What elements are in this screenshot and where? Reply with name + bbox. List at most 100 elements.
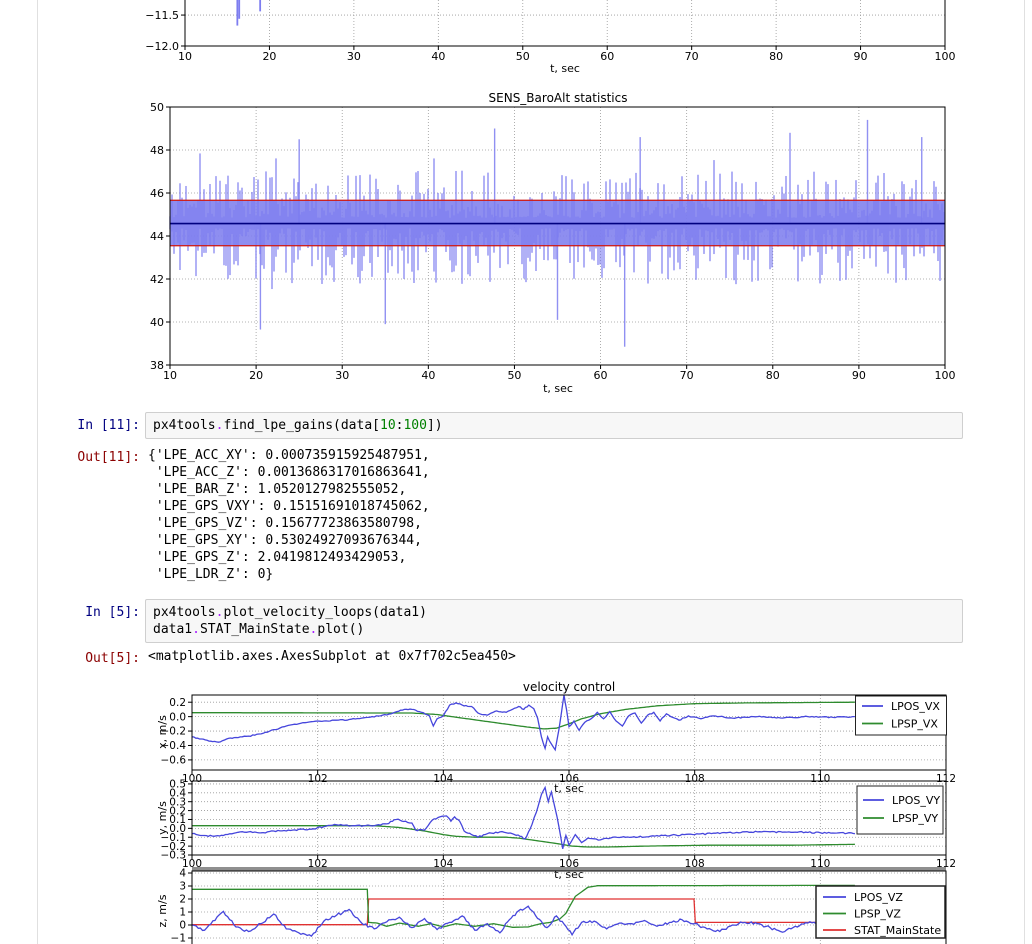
svg-text:20: 20 — [249, 369, 263, 382]
gridlines — [192, 781, 946, 855]
in5-prompt: In [5]: — [85, 605, 140, 620]
svg-text:100: 100 — [182, 773, 202, 785]
svg-text:0.2: 0.2 — [169, 697, 186, 709]
svg-text:112: 112 — [936, 773, 956, 785]
out5-prompt: Out[5]: — [85, 651, 140, 666]
series-LPSP_VX — [192, 701, 855, 730]
in11-code: px4tools.find_lpe_gains(data[10:100]) — [153, 418, 443, 433]
svg-text:108: 108 — [685, 773, 705, 785]
svg-text:100: 100 — [182, 858, 202, 870]
tick-marks — [166, 106, 946, 369]
svg-text:50: 50 — [516, 50, 530, 63]
svg-text:80: 80 — [766, 369, 780, 382]
tick-marks — [188, 783, 947, 859]
notebook-container-left-border — [37, 0, 38, 944]
tick-labels: 0.2 0.0 −0.2 −0.4 −0.6 100 102 104 106 108 110 112 — [161, 697, 957, 785]
out11-result: {'LPE_ACC_XY': 0.000735915925487951, 'LP… — [148, 448, 430, 582]
tick-marks — [181, 14, 946, 50]
svg-text:2: 2 — [179, 894, 186, 906]
svg-text:0.4: 0.4 — [169, 787, 186, 799]
tick-labels: −11.5 −12.010 20 30 40 50 60 70 80 90 100 — [145, 9, 955, 63]
svg-text:−0.4: −0.4 — [161, 740, 187, 752]
svg-text:48: 48 — [150, 144, 164, 157]
svg-text:50: 50 — [507, 369, 521, 382]
x-axis-label: t, sec — [550, 62, 580, 75]
cropped-plot-figure: −11.5 −12.010 20 30 40 50 60 70 80 90 100 t, sec — [145, 0, 956, 75]
svg-text:42: 42 — [150, 273, 164, 286]
svg-text:−12.0: −12.0 — [145, 40, 179, 53]
svg-text:LPOS_VZ: LPOS_VZ — [854, 891, 903, 904]
y-axis-label: x, m/s — [156, 715, 169, 749]
svg-text:−0.1: −0.1 — [161, 832, 187, 844]
tick-marks — [188, 701, 947, 774]
series-LPOS_VX — [192, 695, 855, 752]
legend: LPOS_VY LPSP_VY — [856, 785, 944, 835]
svg-text:LPSP_VX: LPSP_VX — [891, 717, 938, 730]
gridlines — [185, 0, 945, 46]
svg-text:0.3: 0.3 — [169, 796, 186, 808]
svg-text:100: 100 — [935, 369, 956, 382]
notebook-container-right-border — [1024, 0, 1025, 944]
out11-prompt: Out[11]: — [77, 450, 140, 465]
svg-text:LPSP_VY: LPSP_VY — [892, 812, 938, 825]
svg-text:110: 110 — [810, 773, 830, 785]
svg-text:1: 1 — [179, 907, 186, 919]
svg-text:LPOS_VY: LPOS_VY — [892, 794, 940, 807]
svg-text:104: 104 — [433, 858, 453, 870]
in5-code: px4tools.plot_velocity_loops(data1) data… — [153, 605, 427, 637]
svg-text:102: 102 — [308, 858, 328, 870]
svg-text:LPOS_VX: LPOS_VX — [891, 700, 940, 713]
y-axis-label: y, m/s — [156, 801, 169, 835]
svg-text:30: 30 — [347, 50, 361, 63]
svg-text:70: 70 — [680, 369, 694, 382]
in5-input-cell[interactable]: px4tools.plot_velocity_loops(data1) data… — [145, 599, 963, 643]
baro-noise — [169, 119, 945, 347]
x-axis-label: t, sec — [543, 382, 573, 395]
series-LPOS_VZ — [192, 905, 856, 937]
svg-text:60: 60 — [594, 369, 608, 382]
gray-divider-bar — [192, 867, 946, 871]
legend: LPOS_VX LPSP_VX — [855, 695, 947, 736]
svg-text:50: 50 — [150, 101, 164, 114]
axes-spines — [184, 0, 946, 47]
svg-text:104: 104 — [433, 773, 453, 785]
svg-text:0.2: 0.2 — [169, 805, 186, 817]
x-axis-label: t, sec — [554, 782, 584, 795]
svg-text:102: 102 — [308, 773, 328, 785]
svg-text:106: 106 — [559, 773, 579, 785]
axes-spines — [191, 870, 947, 944]
svg-text:46: 46 — [150, 187, 164, 200]
in11-input-cell[interactable]: px4tools.find_lpe_gains(data[10:100]) — [145, 412, 963, 439]
svg-text:30: 30 — [335, 369, 349, 382]
legend: LPOS_VZ LPSP_VZ STAT_MainState — [815, 885, 946, 939]
svg-text:0.0: 0.0 — [169, 823, 186, 835]
in11-prompt: In [11]: — [77, 418, 140, 433]
figure-title: SENS_BaroAlt statistics — [489, 91, 628, 105]
figure-title: velocity control — [523, 680, 615, 694]
svg-text:108: 108 — [685, 858, 705, 870]
svg-text:110: 110 — [810, 858, 830, 870]
svg-text:40: 40 — [421, 369, 435, 382]
svg-text:80: 80 — [769, 50, 783, 63]
gridlines — [192, 695, 946, 770]
svg-text:−0.3: −0.3 — [161, 850, 187, 862]
svg-text:−11.5: −11.5 — [145, 9, 179, 22]
svg-text:20: 20 — [262, 50, 276, 63]
svg-text:90: 90 — [852, 369, 866, 382]
svg-text:38: 38 — [150, 359, 164, 372]
svg-text:−0.2: −0.2 — [161, 726, 187, 738]
svg-text:0.5: 0.5 — [169, 779, 186, 791]
svg-text:100: 100 — [935, 50, 956, 63]
svg-text:4: 4 — [179, 868, 186, 880]
svg-text:90: 90 — [854, 50, 868, 63]
svg-text:70: 70 — [685, 50, 699, 63]
svg-text:−1: −1 — [171, 933, 186, 944]
svg-text:44: 44 — [150, 230, 164, 243]
svg-text:0: 0 — [179, 920, 186, 932]
